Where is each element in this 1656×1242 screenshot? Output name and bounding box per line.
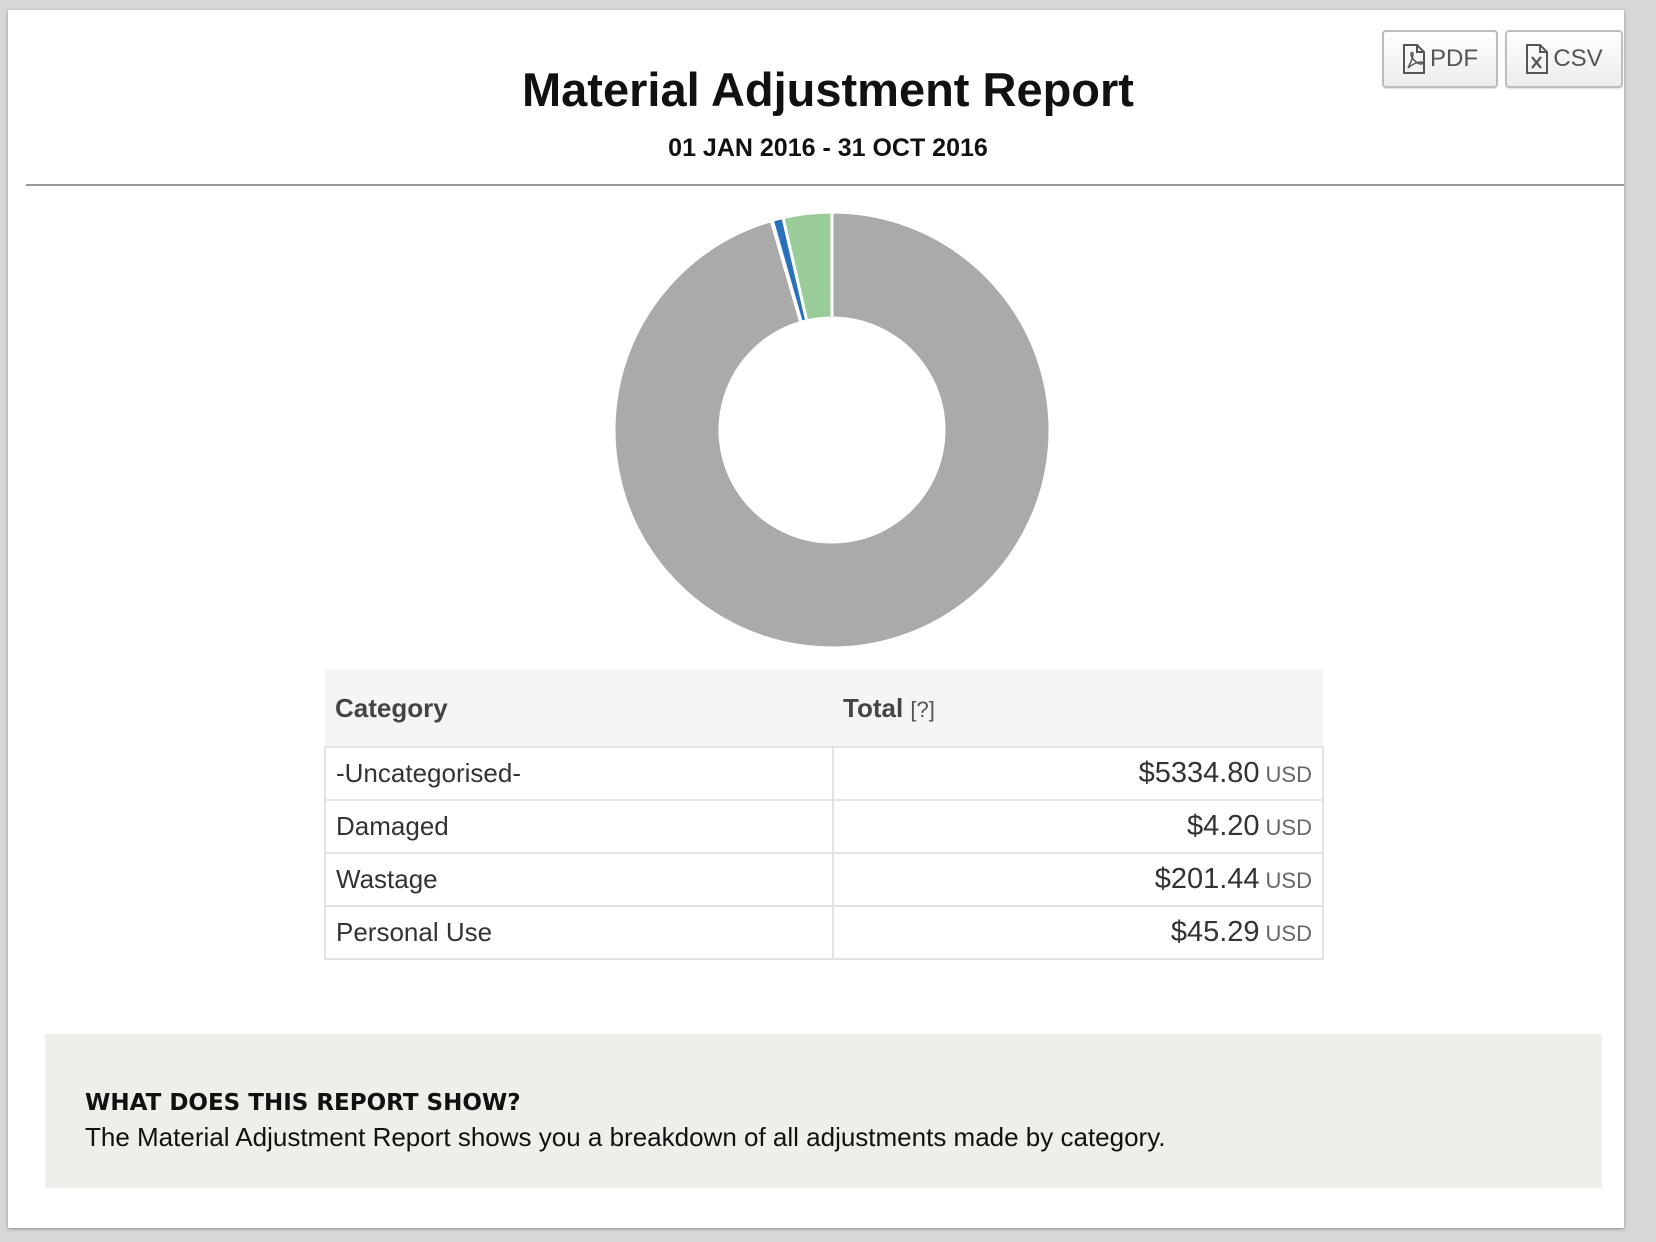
pdf-file-icon: [1402, 44, 1426, 74]
category-cell: -Uncategorised-: [324, 746, 834, 801]
table-header-row: Category Total [?]: [325, 670, 1323, 747]
explanation-text: The Material Adjustment Report shows you…: [85, 1122, 1166, 1152]
export-pdf-button[interactable]: PDF: [1382, 30, 1498, 88]
pdf-button-label: PDF: [1430, 45, 1478, 72]
donut-slice-uncategorised[interactable]: [612, 210, 1052, 650]
csv-button-label: CSV: [1553, 45, 1603, 72]
total-header-label: Total: [843, 692, 904, 723]
header-divider: [26, 184, 1624, 186]
amount-value: $201.44: [1154, 863, 1260, 895]
amount-value: $4.20: [1186, 810, 1260, 842]
category-totals-table: Category Total [?] -Uncategorised- $5334…: [324, 670, 1324, 960]
category-header-label: Category: [335, 692, 448, 723]
donut-chart: [612, 210, 1052, 650]
category-cell: Personal Use: [324, 905, 834, 960]
report-date-range: 01 JAN 2016 - 31 OCT 2016: [668, 134, 988, 162]
table-row: Personal Use $45.29 USD: [324, 905, 1324, 960]
total-cell: $4.20 USD: [832, 799, 1324, 854]
total-cell: $45.29 USD: [832, 905, 1324, 960]
explanation-title: WHAT DOES THIS REPORT SHOW?: [85, 1090, 521, 1116]
category-column-header: Category: [325, 670, 833, 747]
export-csv-button[interactable]: CSV: [1505, 30, 1623, 88]
total-help-link[interactable]: [?]: [910, 696, 935, 722]
currency-code: USD: [1265, 762, 1312, 787]
currency-code: USD: [1265, 815, 1312, 840]
donut-slice-wastage[interactable]: [781, 210, 834, 323]
category-cell: Damaged: [324, 799, 834, 854]
report-title: Material Adjustment Report: [522, 63, 1134, 116]
table-row: Damaged $4.20 USD: [324, 799, 1324, 854]
category-cell: Wastage: [324, 852, 834, 907]
amount-value: $5334.80: [1138, 757, 1260, 789]
report-explanation-box: WHAT DOES THIS REPORT SHOW? The Material…: [45, 1034, 1602, 1188]
total-cell: $5334.80 USD: [832, 746, 1324, 801]
total-cell: $201.44 USD: [832, 852, 1324, 907]
total-column-header: Total [?]: [833, 670, 1323, 747]
table-row: -Uncategorised- $5334.80 USD: [324, 746, 1324, 801]
report-sheet: PDF CSV Material Adjustment Report 01 JA…: [8, 10, 1624, 1228]
currency-code: USD: [1265, 868, 1312, 893]
currency-code: USD: [1265, 921, 1312, 946]
table-row: Wastage $201.44 USD: [324, 852, 1324, 907]
excel-file-icon: [1525, 44, 1549, 74]
amount-value: $45.29: [1170, 916, 1260, 948]
